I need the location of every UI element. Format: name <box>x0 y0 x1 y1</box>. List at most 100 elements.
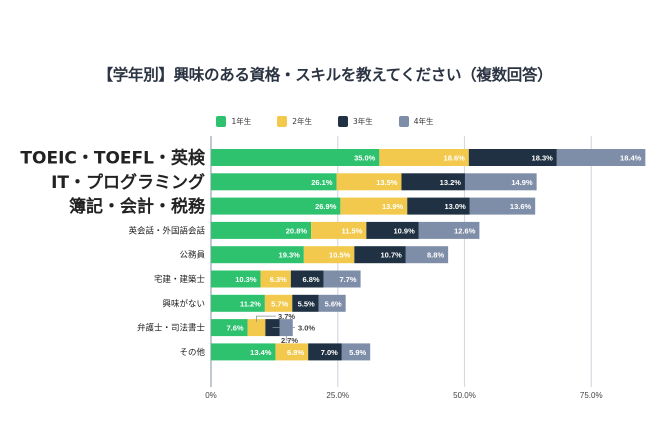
legend-label-grade3: 3年生 <box>353 117 373 126</box>
bar-segment-4年生[interactable] <box>418 221 480 239</box>
leader-line <box>285 333 289 341</box>
data-label: 18.4% <box>620 154 642 163</box>
bar-segment-1年生[interactable] <box>211 173 337 191</box>
data-label: 3.7% <box>278 312 295 321</box>
bar-segment-3年生[interactable] <box>354 246 406 264</box>
bar-segment-1年生[interactable] <box>211 221 312 239</box>
bar-segment-4年生[interactable] <box>279 319 293 337</box>
data-label: 12.6% <box>454 226 476 235</box>
bar-segment-4年生[interactable] <box>556 149 646 166</box>
bar-segment-3年生[interactable] <box>401 173 465 191</box>
category-label: 公務員 <box>179 250 205 261</box>
bar-segment-2年生[interactable] <box>247 319 266 337</box>
legend-swatch-grade4 <box>398 116 409 127</box>
data-label: 11.2% <box>240 299 261 308</box>
data-label: 5.5% <box>298 299 315 308</box>
data-label: 10.5% <box>329 251 351 260</box>
data-label: 26.1% <box>311 178 333 187</box>
legend-label-grade1: 1年生 <box>231 117 252 126</box>
category-label: TOEIC・TOEFL・英検 <box>20 148 206 169</box>
bar-segment-1年生[interactable] <box>211 343 276 361</box>
data-label: 8.8% <box>427 251 444 260</box>
chart-title: 【学年別】興味のある資格・スキルを教えてください（複数回答） <box>97 66 553 84</box>
bar-segment-4年生[interactable] <box>341 343 371 361</box>
x-tick-label: 25.0% <box>326 391 349 400</box>
data-label: 6.8% <box>287 348 304 357</box>
x-tick-label: 0% <box>205 391 217 400</box>
bar-segment-4年生[interactable] <box>318 294 346 312</box>
data-label: 14.9% <box>511 178 533 187</box>
data-label: 13.6% <box>510 202 532 211</box>
bar-segment-2年生[interactable] <box>340 197 408 215</box>
bar-segment-1年生[interactable] <box>211 294 265 312</box>
data-label: 3.0% <box>298 324 315 333</box>
legend: 1年生 2年生 3年生 4年生 <box>0 116 650 127</box>
bar-segment-1年生[interactable] <box>211 246 304 264</box>
bar-segment-2年生[interactable] <box>379 149 469 166</box>
data-label: 13.2% <box>440 178 462 187</box>
bar-segment-3年生[interactable] <box>468 149 557 166</box>
category-label: 宅建・建築士 <box>154 274 206 285</box>
bar-segment-1年生[interactable] <box>211 197 341 215</box>
bar-segment-2年生[interactable] <box>264 294 293 312</box>
data-label: 5.6% <box>325 299 342 308</box>
bar-segment-2年生[interactable] <box>311 221 367 239</box>
data-label: 13.4% <box>250 348 272 357</box>
category-label: その他 <box>179 347 205 358</box>
bar-segment-2年生[interactable] <box>336 173 402 191</box>
data-label: 13.5% <box>376 178 398 187</box>
data-label: 5.7% <box>271 299 288 308</box>
data-label: 5.9% <box>349 348 366 357</box>
bar-segment-2年生[interactable] <box>275 343 309 361</box>
category-label: IT・プログラミング <box>51 172 205 193</box>
bar-segment-4年生[interactable] <box>469 197 536 215</box>
data-label: 10.7% <box>381 251 403 260</box>
data-label: 18.3% <box>532 154 554 163</box>
bar-segment-1年生[interactable] <box>211 319 248 337</box>
data-label: 18.6% <box>444 154 466 163</box>
data-label: 6.8% <box>302 275 319 284</box>
leader-line <box>256 315 276 323</box>
legend-item-grade4[interactable]: 4年生 <box>398 116 434 127</box>
bar-segment-1年生[interactable] <box>211 149 380 166</box>
data-label: 10.3% <box>235 275 257 284</box>
data-label: 13.9% <box>382 202 404 211</box>
category-label: 英会話・外国語会話 <box>128 225 205 236</box>
data-label: 7.0% <box>321 348 338 357</box>
bar-segment-4年生[interactable] <box>405 246 449 264</box>
data-label: 13.0% <box>444 202 466 211</box>
data-label: 35.0% <box>354 154 376 163</box>
bar-segment-3年生[interactable] <box>407 197 470 215</box>
data-label: 7.7% <box>339 275 356 284</box>
bar-segment-2年生[interactable] <box>303 246 355 264</box>
bar-segment-4年生[interactable] <box>464 173 537 191</box>
data-label: 19.3% <box>279 251 301 260</box>
bar-segment-1年生[interactable] <box>211 270 261 288</box>
x-tick-label: 50.0% <box>453 391 476 400</box>
bar-segment-3年生[interactable] <box>290 270 324 288</box>
data-label: 10.9% <box>394 226 416 235</box>
category-label: 簿記・会計・税務 <box>69 196 206 217</box>
legend-item-grade1[interactable]: 1年生 <box>216 116 251 127</box>
data-label: 26.9% <box>315 202 337 211</box>
data-label: 11.5% <box>342 226 363 235</box>
legend-item-grade3[interactable]: 3年生 <box>338 116 373 127</box>
legend-label-grade4: 4年生 <box>413 117 434 126</box>
bar-segment-4年生[interactable] <box>323 270 361 288</box>
legend-item-grade2[interactable]: 2年生 <box>277 116 312 127</box>
data-label: 20.8% <box>286 226 308 235</box>
legend-swatch-grade2 <box>277 116 288 127</box>
bar-segment-3年生[interactable] <box>366 221 419 239</box>
data-label: 2.7% <box>281 336 298 345</box>
x-tick-label: 75.0% <box>580 391 603 400</box>
legend-label-grade2: 2年生 <box>292 117 312 126</box>
category-label: 興味がない <box>162 298 205 309</box>
legend-swatch-grade1 <box>216 116 227 127</box>
bar-segment-3年生[interactable] <box>308 343 342 361</box>
bar-segment-2年生[interactable] <box>260 270 291 288</box>
data-label: 7.6% <box>226 324 243 333</box>
data-label: 6.3% <box>270 275 287 284</box>
category-label: 弁護士・司法書士 <box>137 323 206 334</box>
bar-segment-3年生[interactable] <box>292 294 319 312</box>
legend-swatch-grade3 <box>338 116 348 127</box>
